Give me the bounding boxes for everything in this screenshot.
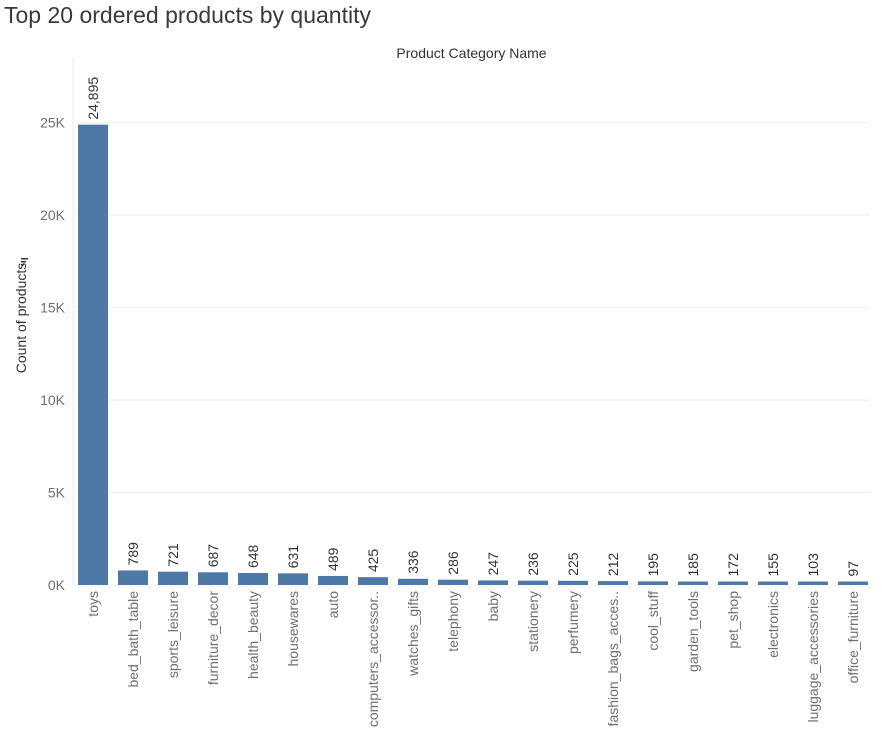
value-label: 687 (205, 544, 221, 568)
bar-telephony[interactable] (438, 579, 468, 585)
bars (78, 124, 868, 586)
y-tick-label: 5K (48, 485, 66, 501)
y-axis-title: Count of products (13, 263, 29, 374)
value-label: 97 (845, 561, 861, 577)
x-tick-label: housewares (285, 591, 301, 667)
x-tick-label: bed_bath_table (125, 591, 141, 688)
value-label: 425 (365, 549, 381, 573)
value-label: 648 (245, 544, 261, 568)
bar-cool_stuff[interactable] (638, 581, 668, 585)
x-tick-label: sports_leisure (165, 591, 181, 678)
value-label: 286 (445, 551, 461, 575)
page-title: Top 20 ordered products by quantity (4, 2, 371, 28)
bar-office_furniture[interactable] (838, 581, 868, 586)
value-label: 631 (285, 545, 301, 569)
bar-luggage_accessories[interactable] (798, 581, 828, 586)
x-tick-label: stationery (525, 591, 541, 652)
x-axis-ticks: toys bed_bath_table sports_leisure furnitur… (85, 591, 861, 728)
value-label: 789 (125, 542, 141, 566)
bar-pet_shop[interactable] (718, 581, 748, 586)
bar-stationery[interactable] (518, 580, 548, 585)
x-tick-label: cool_stuff (645, 591, 661, 651)
sort-descending-icon[interactable] (21, 258, 28, 266)
bar-baby[interactable] (478, 580, 508, 585)
value-label: 336 (405, 550, 421, 574)
bar-sports_leisure[interactable] (158, 571, 188, 585)
x-tick-label: perfumery (565, 591, 581, 654)
value-label: 24,895 (85, 77, 101, 120)
x-tick-label: computers_accessor.. (365, 591, 381, 727)
bar-computers_accessor..[interactable] (358, 577, 388, 585)
column-header: Product Category Name (396, 45, 546, 61)
x-tick-label: electronics (765, 591, 781, 658)
bar-fashion_bags_acces..[interactable] (598, 581, 628, 585)
x-tick-label: baby (485, 591, 501, 621)
y-axis-ticks: 0K 5K 10K 15K 20K 25K (40, 115, 66, 593)
bar-bed_bath_table[interactable] (118, 570, 148, 585)
value-label: 247 (485, 552, 501, 576)
x-tick-label: telephony (445, 591, 461, 652)
bar-furniture_decor[interactable] (198, 572, 228, 585)
bar-garden_tools[interactable] (678, 581, 708, 586)
x-tick-label: fashion_bags_acces.. (605, 591, 621, 726)
bar-auto[interactable] (318, 575, 348, 585)
bar-watches_gifts[interactable] (398, 578, 428, 585)
value-label: 103 (805, 553, 821, 577)
value-labels: 24,895 789 721 687 648 631 489 425 336 286 247 236 2… (85, 77, 861, 577)
x-tick-label: watches_gifts (405, 591, 421, 677)
y-tick-label: 15K (40, 300, 66, 316)
x-tick-label: garden_tools (685, 591, 701, 672)
value-label: 155 (765, 553, 781, 577)
bar-health_beauty[interactable] (238, 573, 268, 585)
y-tick-label: 0K (48, 577, 66, 593)
value-label: 236 (525, 552, 541, 576)
gridlines (73, 122, 870, 494)
x-tick-label: auto (325, 591, 341, 618)
x-tick-label: toys (85, 591, 101, 617)
y-tick-label: 25K (40, 115, 66, 131)
value-label: 185 (685, 553, 701, 577)
y-tick-label: 20K (40, 207, 66, 223)
value-label: 212 (605, 553, 621, 577)
value-label: 489 (325, 547, 341, 571)
y-tick-label: 10K (40, 392, 66, 408)
bar-housewares[interactable] (278, 573, 308, 585)
x-tick-label: pet_shop (725, 591, 741, 649)
x-tick-label: health_beauty (245, 591, 261, 679)
value-label: 721 (165, 543, 181, 567)
bar-toys[interactable] (78, 124, 108, 585)
value-label: 172 (725, 553, 741, 577)
bar-perfumery[interactable] (558, 580, 588, 585)
x-tick-label: furniture_decor (205, 591, 221, 686)
value-label: 225 (565, 552, 581, 576)
value-label: 195 (645, 553, 661, 577)
x-tick-label: office_furniture (845, 591, 861, 684)
bar-electronics[interactable] (758, 581, 788, 586)
x-tick-label: luggage_accessories (805, 591, 821, 723)
